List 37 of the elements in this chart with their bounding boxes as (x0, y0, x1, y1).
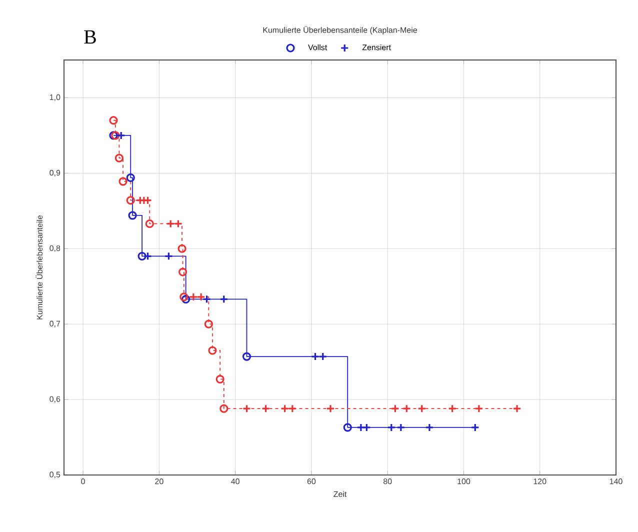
y-tick-label: 1,0 (50, 94, 60, 102)
point (220, 404, 228, 413)
point (261, 404, 270, 413)
point (242, 404, 252, 413)
legend-label: Vollst (308, 44, 328, 50)
x-tick-label: 40 (231, 478, 240, 484)
point (242, 352, 252, 361)
y-tick-label: 0,8 (50, 245, 60, 252)
point (343, 423, 352, 432)
x-tick-label: 80 (383, 478, 392, 484)
point (204, 320, 213, 328)
point (178, 268, 188, 276)
point (114, 154, 124, 162)
point (202, 294, 212, 304)
text: B (84, 30, 96, 44)
point (128, 211, 137, 220)
x-tick-label: 0 (81, 478, 85, 484)
point (126, 173, 135, 182)
x-tick-label: 120 (534, 478, 546, 484)
point (178, 244, 186, 253)
point (216, 374, 224, 384)
point (208, 346, 217, 355)
y-tick-label: 0,7 (50, 320, 60, 328)
y-tick-label: 0,6 (50, 396, 60, 403)
x-tick-label: 100 (458, 478, 470, 484)
point (145, 219, 154, 228)
y-tick-label: 0,9 (50, 170, 60, 176)
x-tick-label: 20 (155, 478, 164, 484)
x-tick-label: 140 (610, 478, 622, 484)
x-axis-title: Zeit (334, 491, 347, 497)
legend-label: Zensiert (362, 44, 391, 50)
y-axis-title: Kumulierte Überlebensanteile (36, 215, 42, 320)
x-tick-label: 60 (307, 478, 316, 484)
point (109, 116, 118, 125)
chart-title: Kumulierte Überlebensanteile (Kaplan-Meie (263, 26, 417, 34)
point (118, 177, 128, 186)
y-tick-label: 0,5 (50, 472, 60, 478)
